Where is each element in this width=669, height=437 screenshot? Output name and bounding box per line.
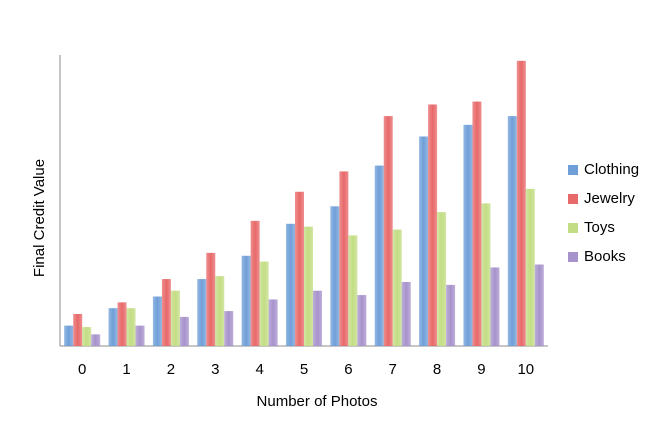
legend-label: Clothing <box>584 161 639 178</box>
bar <box>507 116 517 346</box>
x-tick-label: 5 <box>300 361 308 378</box>
bar <box>91 334 101 346</box>
bar <box>82 327 92 346</box>
x-tick-label: 3 <box>211 361 219 378</box>
bar <box>161 279 171 346</box>
x-tick-label: 7 <box>389 361 397 378</box>
legend-swatch <box>568 252 578 262</box>
bar <box>374 165 384 346</box>
bar <box>401 281 411 346</box>
y-axis-label: Final Credit Value <box>31 159 48 277</box>
bar <box>330 206 340 346</box>
bar <box>135 325 145 346</box>
bar <box>481 203 491 346</box>
x-tick-label: 6 <box>344 361 352 378</box>
bar <box>472 101 482 346</box>
bar <box>108 308 118 346</box>
bar <box>392 229 402 346</box>
x-tick-label: 2 <box>167 361 175 378</box>
bar <box>152 296 162 346</box>
bar <box>206 252 216 346</box>
bar <box>437 212 447 346</box>
bar <box>428 104 438 346</box>
x-tick-label: 8 <box>433 361 441 378</box>
bar <box>126 308 136 346</box>
bar <box>313 290 322 346</box>
bar <box>241 255 251 346</box>
bar <box>268 299 278 346</box>
bar <box>348 235 358 346</box>
bar <box>170 290 180 346</box>
x-axis-label: Number of Photos <box>257 393 378 410</box>
legend-label: Jewelry <box>584 190 635 207</box>
x-tick-label: 0 <box>78 361 86 378</box>
bar <box>534 264 544 346</box>
bar <box>179 316 189 346</box>
x-tick-label: 9 <box>477 361 485 378</box>
bar <box>419 136 429 346</box>
bar <box>525 188 535 346</box>
bar <box>117 302 127 346</box>
x-tick-label: 4 <box>255 361 263 378</box>
bar <box>295 191 304 346</box>
bar <box>339 171 349 346</box>
bar <box>250 220 260 346</box>
bar <box>64 325 74 346</box>
legend-label: Books <box>584 248 626 265</box>
bar <box>215 276 225 346</box>
bar <box>463 124 473 346</box>
bar <box>383 116 393 346</box>
x-tick-label: 1 <box>122 361 130 378</box>
legend-swatch <box>568 223 578 233</box>
bar <box>446 284 456 346</box>
legend-swatch <box>568 194 578 204</box>
bar <box>73 313 83 346</box>
bar <box>224 311 234 346</box>
bar <box>304 226 313 346</box>
legend-swatch <box>568 165 578 175</box>
legend-label: Toys <box>584 219 615 236</box>
bar <box>357 295 367 346</box>
x-tick-label: 10 <box>517 361 534 378</box>
bar <box>259 261 269 346</box>
bar <box>197 279 207 346</box>
bar <box>286 223 295 346</box>
bar <box>490 267 500 346</box>
bar <box>516 60 526 346</box>
